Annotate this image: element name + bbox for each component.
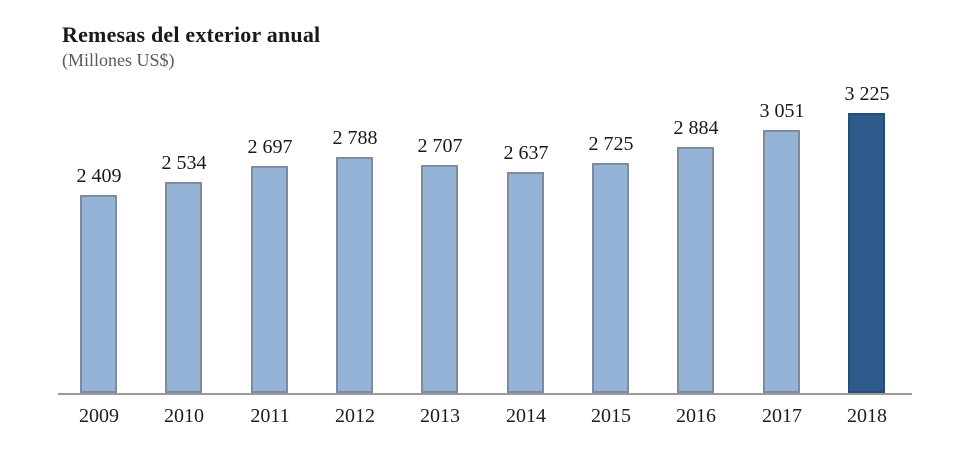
bar-value-label-2009: 2 409 [76, 165, 122, 187]
bar-value-label-2016: 2 884 [673, 117, 719, 139]
bar-value-label-2011: 2 697 [247, 136, 293, 158]
bar-2018 [848, 113, 885, 393]
x-axis-line [58, 393, 912, 395]
bar-2016 [677, 147, 714, 393]
bar-2012 [336, 157, 373, 393]
bar-value-label-2010: 2 534 [161, 152, 207, 174]
bar-value-label-2017: 3 051 [759, 100, 805, 122]
x-tick-label-2010: 2010 [164, 405, 204, 427]
bar-value-label-2013: 2 707 [417, 135, 463, 157]
bar-value-label-2014: 2 637 [503, 142, 549, 164]
x-tick-label-2014: 2014 [506, 405, 546, 427]
x-tick-label-2011: 2011 [250, 405, 290, 427]
bar-2014 [507, 172, 544, 393]
chart-subtitle: (Millones US$) [62, 50, 175, 70]
bar-2009 [80, 195, 117, 393]
x-tick-label-2015: 2015 [591, 405, 631, 427]
x-tick-label-2018: 2018 [847, 405, 887, 427]
bar-2011 [251, 166, 288, 393]
x-tick-label-2017: 2017 [762, 405, 802, 427]
bar-value-label-2018: 3 225 [844, 83, 890, 105]
bar-2010 [165, 182, 202, 393]
bar-2013 [421, 165, 458, 393]
x-tick-label-2009: 2009 [79, 405, 119, 427]
bar-value-label-2012: 2 788 [332, 127, 378, 149]
bar-2017 [763, 130, 800, 393]
x-tick-label-2012: 2012 [335, 405, 375, 427]
chart-title: Remesas del exterior anual [62, 22, 321, 47]
x-tick-label-2013: 2013 [420, 405, 460, 427]
bar-value-label-2015: 2 725 [588, 133, 634, 155]
bar-2015 [592, 163, 629, 393]
x-tick-label-2016: 2016 [676, 405, 716, 427]
